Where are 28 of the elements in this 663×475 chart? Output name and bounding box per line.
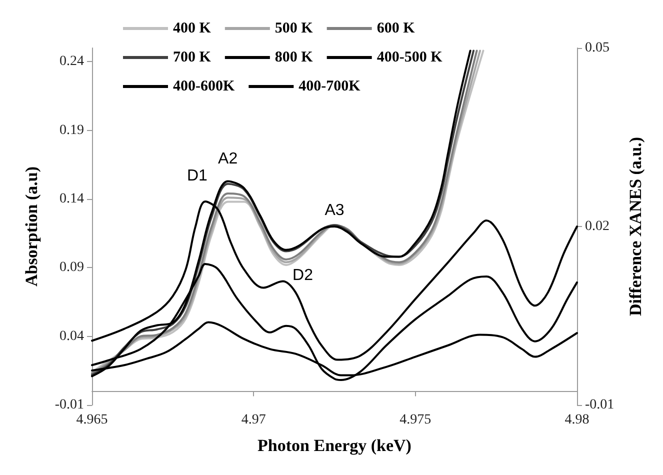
legend-label: 700 K — [173, 50, 212, 66]
annotation: A3 — [324, 202, 344, 219]
y-tick-label: 0.09 — [60, 260, 84, 276]
legend-label: 600 K — [376, 20, 416, 36]
y-axis-title: Absorption (a.u) — [22, 166, 41, 286]
legend-label: 400-700K — [298, 78, 361, 94]
y2-tick-label: 0.02 — [585, 219, 610, 234]
y2-tick-label: 0.05 — [585, 40, 610, 56]
y2-tick-label: -0.01 — [585, 398, 614, 412]
y2-axis-title: Difference XANES (a.u.) — [626, 136, 645, 316]
legend-label: 800 K — [274, 50, 314, 66]
y-tick-label: 0.19 — [60, 122, 84, 138]
x-tick-label: 4.97 — [241, 412, 266, 428]
legend-label: 400 K — [173, 20, 212, 36]
legend-label: 400-600K — [173, 78, 235, 94]
y-tick-label: -0.01 — [54, 398, 84, 412]
x-tick-label: 4.98 — [564, 412, 590, 428]
y-tick-label: 0.14 — [60, 192, 84, 207]
x-axis-title: Photon Energy (keV) — [258, 436, 412, 455]
x-tick-label: 4.965 — [76, 412, 108, 428]
y-tick-label: 0.24 — [60, 54, 84, 70]
y-tick-label: 0.04 — [60, 328, 84, 344]
legend-label: 500 K — [274, 20, 314, 36]
x-tick-label: 4.975 — [400, 412, 432, 428]
legend-label: 400-500 K — [376, 50, 443, 66]
annotation: A2 — [218, 150, 238, 168]
annotation: D1 — [186, 167, 208, 184]
annotation: D2 — [292, 266, 314, 284]
